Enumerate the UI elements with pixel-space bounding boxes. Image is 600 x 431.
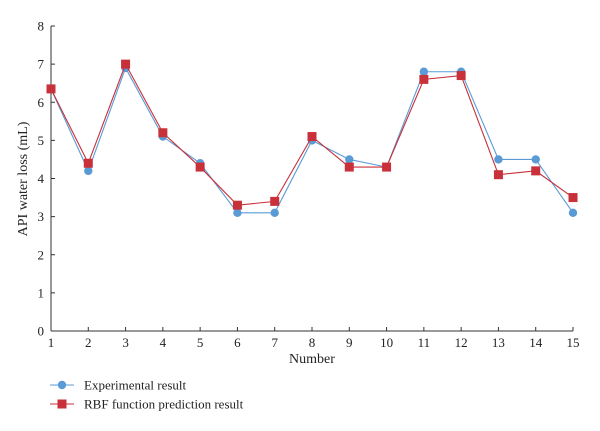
x-tick-label: 4 [160,335,167,350]
legend-marker-square [57,399,67,409]
y-tick-label: 7 [38,57,45,72]
y-tick-label: 6 [38,95,45,110]
series-point-experimental [345,155,354,164]
series-point-rbf [158,128,168,138]
x-tick-label: 15 [567,335,580,350]
series-point-rbf [121,59,131,69]
series-point-rbf [307,132,317,142]
series-point-rbf [344,162,354,172]
series-point-rbf [382,162,392,172]
x-tick-label: 14 [529,335,543,350]
y-tick-label: 4 [38,171,45,186]
x-tick-label: 12 [455,335,468,350]
x-tick-label: 9 [346,335,353,350]
series-point-rbf [493,170,503,180]
x-tick-label: 11 [418,335,431,350]
series-point-experimental [568,208,578,218]
y-tick-label: 1 [38,285,45,300]
x-tick-label: 7 [271,335,278,350]
x-tick-label: 5 [197,335,204,350]
series-point-rbf [83,158,93,168]
y-tick-label: 2 [38,247,45,262]
series-layer [46,59,578,218]
series-point-rbf [531,166,541,176]
x-tick-label: 2 [85,335,92,350]
series-point-rbf [456,71,466,81]
x-tick-label: 10 [380,335,393,350]
series-point-rbf [232,200,242,210]
x-tick-label: 3 [122,335,129,350]
series-point-rbf [195,162,205,172]
legend-label-1: Experimental result [84,378,187,393]
series-point-experimental [233,208,242,218]
x-tick-label: 6 [234,335,241,350]
series-point-experimental [419,67,429,76]
y-tick-label: 0 [38,324,45,339]
x-tick-label: 1 [48,335,55,350]
legend: Experimental result RBF function predicti… [50,378,244,412]
series-point-rbf [46,84,56,94]
series-point-experimental [494,155,503,164]
y-axis-title: API water loss (mL) [16,121,31,236]
series-point-experimental [84,166,93,176]
x-tick-label: 8 [309,335,316,350]
legend-label-2: RBF function prediction result [84,397,244,412]
y-tick-label: 8 [38,19,45,34]
series-point-rbf [568,193,578,203]
series-point-experimental [270,208,279,218]
y-tick-label: 5 [38,133,45,148]
series-point-rbf [419,74,429,84]
x-tick-label: 13 [492,335,505,350]
x-axis-title: Number [289,352,335,367]
y-tick-label: 3 [38,209,45,224]
series-point-experimental [531,155,540,164]
series-point-rbf [270,196,280,206]
legend-marker-circle [57,380,67,390]
